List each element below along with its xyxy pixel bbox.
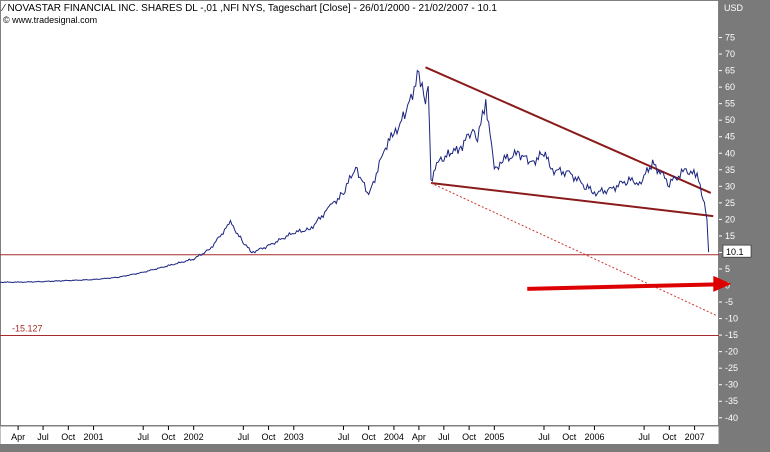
price-series-line [0,69,710,284]
x-tick-label: Jul [438,432,450,442]
x-tick-label: Jul [638,432,650,442]
y-tick-label: 20 [725,214,735,224]
x-tick-label: 2002 [184,432,204,442]
x-tick-label: 2006 [584,432,604,442]
x-tick-label: Oct [61,432,76,442]
y-tick-label: 15 [725,231,735,241]
chart-title-row: ⁄ NOVASTAR FINANCIAL INC. SHARES DL -,01… [3,3,497,14]
x-tick-label: Jul [538,432,550,442]
y-tick-label: -15 [725,330,738,340]
y-tick-label: 65 [725,66,735,76]
x-tick-label: Oct [161,432,176,442]
y-axis-panel [719,0,770,452]
x-tick-label: Oct [662,432,677,442]
y-tick-label: -40 [725,413,738,423]
x-tick-label: Oct [262,432,277,442]
plot-area [0,0,719,426]
y-tick-label: 55 [725,99,735,109]
y-tick-label: -10 [725,314,738,324]
x-tick-label: Oct [362,432,377,442]
x-tick-label: Apr [11,432,25,442]
chart-title: NOVASTAR FINANCIAL INC. SHARES DL -,01 ,… [7,3,497,14]
dotted-projection-line [430,182,717,316]
x-tick-label: 2007 [685,432,705,442]
y-tick-label: -5 [725,297,733,307]
y-tick-label: 25 [725,198,735,208]
x-tick-label: 2001 [84,432,104,442]
lower-support-line [430,182,714,218]
y-tick-label: 50 [725,115,735,125]
y-tick-label: 35 [725,165,735,175]
x-tick-label: 2004 [384,432,404,442]
x-tick-label: Oct [562,432,577,442]
value-label: -15.127 [12,324,43,334]
y-tick-label: -30 [725,380,738,390]
y-tick-label: -35 [725,396,738,406]
y-tick-label: -20 [725,347,738,357]
x-axis-scrollbar [0,444,719,452]
y-axis-unit-label: USD [724,3,744,13]
y-tick-label: 40 [725,148,735,158]
x-tick-label: Oct [462,432,477,442]
y-tick-label: 30 [725,181,735,191]
y-tick-label: 75 [725,33,735,43]
x-tick-label: Jul [238,432,250,442]
source-row: © www.tradesignal.com [3,15,97,25]
arrow-shaft [527,282,718,291]
x-tick-label: Jul [37,432,49,442]
last-value-label: 10.1 [726,247,744,257]
y-tick-label: 70 [725,49,735,59]
x-tick-label: Jul [338,432,350,442]
arrow-head [713,275,732,292]
x-tick-label: Apr [412,432,426,442]
x-tick-label: Jul [137,432,149,442]
y-tick-label: -25 [725,363,738,373]
x-tick-label: 2003 [284,432,304,442]
y-tick-label: 60 [725,82,735,92]
last-value-box [722,244,752,258]
upper-resistance-line [425,66,712,194]
x-tick-label: 2005 [484,432,504,442]
copyright-icon: © [3,15,13,25]
y-tick-label: 45 [725,132,735,142]
chart-line-icon: ⁄ [3,3,8,14]
source-label: www.tradesignal.com [12,15,98,25]
y-tick-label: 5 [725,264,730,274]
